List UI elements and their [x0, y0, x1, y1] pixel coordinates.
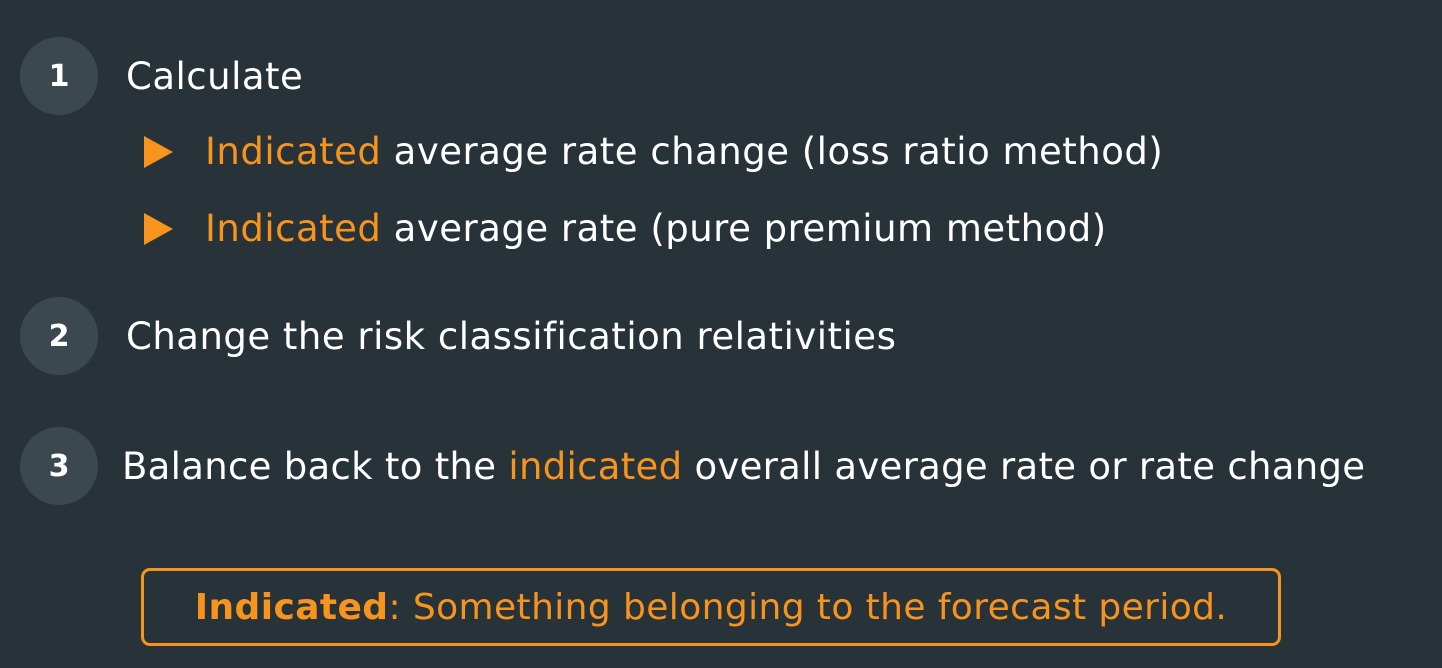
step-3: 3 Balance back to the indicated overall … [20, 427, 1365, 505]
play-triangle-icon [144, 212, 173, 245]
bullet-description: average rate change (loss ratio method) [381, 130, 1164, 173]
bullet-item: Indicated average rate (pure premium met… [144, 207, 1107, 250]
bullet-description: average rate (pure premium method) [381, 207, 1107, 250]
step-number-badge: 2 [20, 297, 98, 375]
step-text-before: Balance back to the [122, 444, 509, 488]
play-triangle-icon [144, 135, 173, 168]
step-number-badge: 3 [20, 427, 98, 505]
bullet-text: Indicated average rate change (loss rati… [205, 130, 1163, 173]
bullet-item: Indicated average rate change (loss rati… [144, 130, 1163, 173]
definition-term: Indicated [194, 586, 389, 628]
highlight-term: indicated [508, 444, 683, 488]
step-text: Calculate [126, 54, 304, 98]
step-2: 2 Change the risk classification relativ… [20, 297, 896, 375]
definition-box: Indicated: Something belonging to the fo… [141, 568, 1281, 646]
step-number-badge: 1 [20, 37, 98, 115]
bullet-text: Indicated average rate (pure premium met… [205, 207, 1107, 250]
definition-text: : Something belonging to the forecast pe… [388, 586, 1228, 628]
step-text-after: overall average rate or rate change [682, 444, 1366, 488]
step-text: Balance back to the indicated overall av… [122, 445, 1365, 488]
highlight-term: Indicated [205, 130, 382, 173]
step-text: Change the risk classification relativit… [126, 314, 897, 358]
highlight-term: Indicated [205, 207, 382, 250]
step-1: 1 Calculate [20, 37, 303, 115]
